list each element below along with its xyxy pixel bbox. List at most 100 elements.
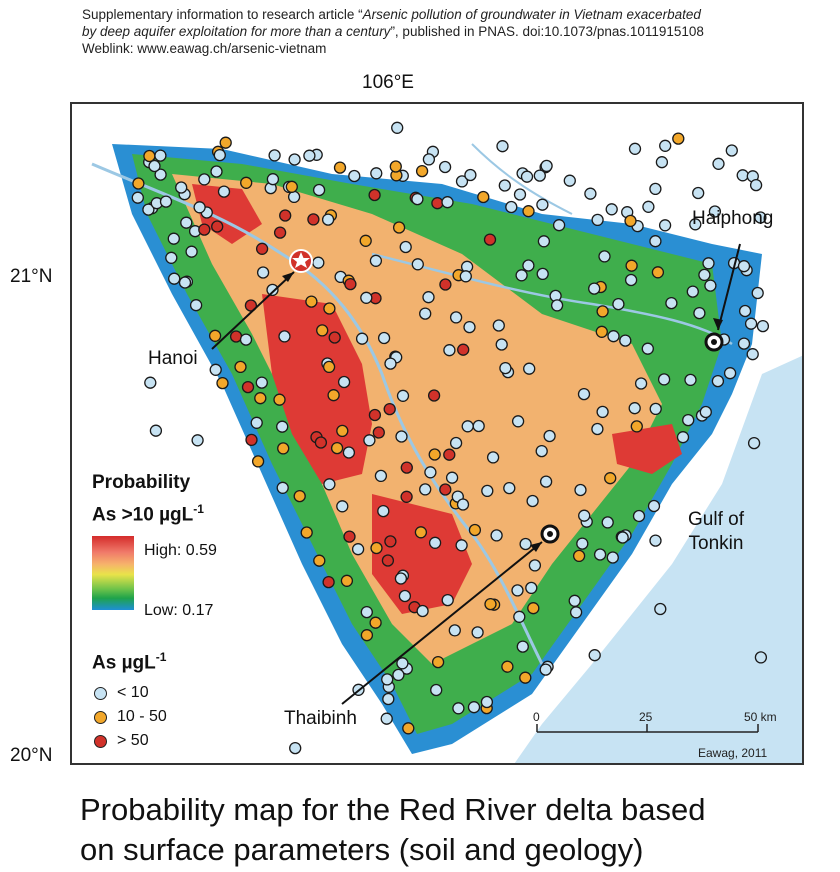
well-sample-dot [598,250,611,263]
well-sample-dot [665,296,678,310]
map-caption: Probability map for the Red River delta … [80,790,840,870]
well-sample-dot [333,161,347,174]
legend-row-low: < 10 [94,684,149,702]
header-prefix: Supplementary information to research ar… [82,7,363,22]
well-sample-dot [368,408,382,422]
well-sample-dot [330,441,344,455]
well-sample-dot [189,299,203,312]
well-sample-dot [396,657,409,670]
scale-bar [536,724,759,733]
well-sample-dot [634,377,648,390]
well-sample-dot [217,185,231,198]
well-sample-dot [708,205,722,218]
well-sample-dot [266,283,279,297]
well-sample-dot [185,245,198,258]
credit-label: Eawag, 2011 [698,746,768,760]
gulf-label: Gulf of Tonkin [688,508,744,556]
well-sample-dot [744,317,758,330]
well-sample-dot [251,455,265,468]
thaibinh-label: Thaibinh [284,708,357,729]
well-sample-dot [443,448,456,461]
well-sample-dot [612,297,625,311]
well-sample-dot [391,121,404,134]
well-sample-dot [550,299,564,312]
legend-row-high: > 50 [94,732,149,750]
legend-dot-low [94,686,107,700]
well-sample-dot [754,651,768,664]
high-zone-south [372,494,472,614]
well-sample-dot [132,177,145,190]
well-sample-dot [754,211,767,224]
well-sample-dot [234,360,247,374]
hanoi-marker [289,249,313,273]
well-sample-dot [486,451,500,464]
well-sample-dot [539,475,553,488]
well-sample-dot [245,433,258,447]
well-sample-dot [415,164,429,178]
well-sample-dot [255,242,269,255]
well-sample-dot [359,234,372,247]
well-sample-dot [511,584,524,597]
well-sample-dot [501,660,514,673]
well-sample-dot [498,179,511,192]
well-sample-dot [377,504,390,518]
well-sample-dot [552,219,566,232]
well-sample-dot [439,483,452,496]
well-sample-dot [519,537,532,551]
medium-zone [172,174,662,664]
well-sample-dot [167,232,180,245]
well-sample-dot [360,605,373,619]
well-sample-dot [416,604,429,618]
well-sample-dot [649,182,662,196]
gulf-of-tonkin-sea [514,355,802,763]
well-sample-dot [344,277,357,291]
well-sample-dot [483,233,497,246]
well-sample-dot [277,442,290,455]
well-sample-dot [392,221,406,234]
well-sample-dot [588,649,601,662]
well-sample-dot [584,187,597,200]
well-sample-dot [369,616,382,629]
well-sample-dot [316,324,329,337]
caption-line-1: Probability map for the Red River delta … [80,792,706,827]
well-sample-dot [211,220,224,233]
well-sample-dot [438,160,452,174]
well-sample-dot [632,509,646,523]
well-sample-dot [144,376,157,389]
well-sample-dot [539,663,552,676]
well-sample-dot [576,537,589,550]
well-sample-dot [533,169,546,182]
well-sample-dot [572,549,586,563]
well-sample-dot [747,436,761,450]
well-sample-dot [411,192,424,206]
well-sample-dot [737,337,751,350]
well-sample-dot [208,329,222,342]
well-sample-dot [654,602,667,616]
well-sample-dot [355,332,369,345]
well-sample-dot [322,575,335,589]
well-sample-dot [499,361,512,375]
well-sample-dot [578,509,591,522]
legend-dot-high [94,734,107,748]
well-sample-dot [360,629,374,642]
well-sample-dot [601,516,614,529]
well-sample-dot [686,285,699,298]
well-sample-dot [630,420,643,433]
well-sample-dot [492,319,505,332]
latitude-20-label: 20°N [10,745,53,766]
well-sample-dot [430,683,443,697]
well-sample-dot [527,602,540,615]
haiphong-marker [704,332,724,352]
well-sample-dot [628,142,642,155]
well-sample-dot [372,426,385,439]
well-sample-dot [142,203,155,216]
well-sample-dot [702,257,715,270]
header-line-1: Supplementary information to research ar… [82,6,822,23]
well-sample-dot [313,554,326,567]
well-sample-dot [659,139,672,152]
well-sample-dot [480,695,494,709]
well-sample-dot [540,159,553,173]
well-sample-dot [328,331,341,344]
well-sample-dot [624,214,637,228]
high-label: High: 0.59 [144,542,217,559]
